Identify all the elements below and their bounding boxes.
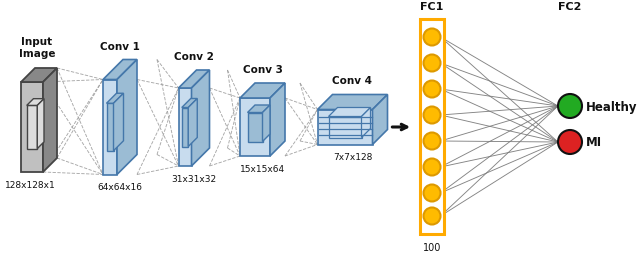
Circle shape	[424, 133, 440, 150]
Polygon shape	[43, 69, 57, 172]
Text: Conv 4: Conv 4	[333, 76, 372, 86]
Circle shape	[424, 55, 440, 72]
Text: MI: MI	[586, 136, 602, 149]
Polygon shape	[317, 95, 387, 110]
Polygon shape	[106, 104, 113, 151]
Polygon shape	[106, 94, 124, 104]
Text: Conv 2: Conv 2	[174, 52, 214, 62]
Polygon shape	[248, 106, 270, 113]
Circle shape	[424, 208, 440, 225]
Polygon shape	[27, 99, 44, 106]
Polygon shape	[317, 110, 372, 145]
Circle shape	[424, 185, 440, 202]
Polygon shape	[372, 95, 387, 145]
Text: 128x128x1: 128x128x1	[4, 180, 56, 189]
Text: 7x7x128: 7x7x128	[333, 153, 372, 162]
Text: FC1: FC1	[420, 2, 444, 12]
Polygon shape	[21, 69, 57, 83]
Text: 15x15x64: 15x15x64	[240, 164, 285, 173]
Polygon shape	[270, 84, 285, 156]
Circle shape	[424, 159, 440, 176]
Polygon shape	[117, 60, 137, 175]
Polygon shape	[179, 89, 191, 166]
Text: 100: 100	[423, 242, 441, 252]
Polygon shape	[362, 108, 371, 138]
Text: Input
Image: Input Image	[19, 37, 55, 59]
Polygon shape	[103, 60, 137, 80]
Text: Healthy: Healthy	[586, 100, 637, 113]
Polygon shape	[328, 117, 362, 138]
Circle shape	[424, 29, 440, 46]
Polygon shape	[248, 113, 262, 142]
Polygon shape	[179, 71, 209, 89]
Polygon shape	[103, 80, 117, 175]
Text: Conv 3: Conv 3	[243, 65, 282, 75]
Polygon shape	[21, 83, 43, 172]
Polygon shape	[262, 106, 270, 142]
Circle shape	[558, 95, 582, 119]
Circle shape	[424, 107, 440, 124]
Text: 31x31x32: 31x31x32	[172, 174, 216, 183]
Polygon shape	[240, 99, 270, 156]
Polygon shape	[27, 106, 37, 149]
Polygon shape	[182, 99, 197, 108]
Text: Conv 1: Conv 1	[100, 41, 140, 51]
Polygon shape	[240, 84, 285, 99]
Polygon shape	[191, 71, 209, 166]
Polygon shape	[37, 99, 44, 149]
Text: FC2: FC2	[558, 2, 582, 12]
Text: 64x64x16: 64x64x16	[97, 183, 143, 192]
Polygon shape	[182, 108, 188, 147]
Circle shape	[558, 131, 582, 154]
Polygon shape	[188, 99, 197, 147]
Circle shape	[424, 81, 440, 98]
FancyBboxPatch shape	[420, 20, 444, 234]
Polygon shape	[328, 108, 371, 117]
Polygon shape	[113, 94, 124, 151]
